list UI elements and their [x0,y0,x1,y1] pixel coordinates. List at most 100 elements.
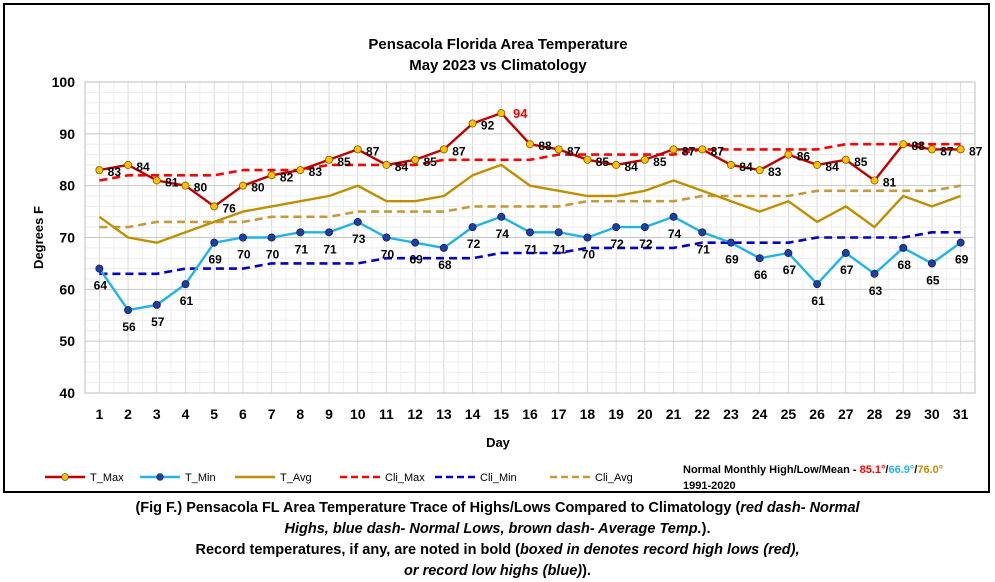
y-tick-label: 70 [59,230,75,246]
caption-italic: Highs, blue dash- Normal Lows, brown das… [284,521,702,537]
data-point [726,238,735,247]
x-tick-label: 4 [182,406,190,422]
data-point [411,155,420,164]
x-tick-label: 20 [637,406,653,422]
y-tick-label: 40 [59,385,75,401]
series-line-cli-max [99,142,961,182]
series-line-cli-avg [99,184,961,229]
data-point [612,223,621,232]
data-label: 88 [538,139,552,153]
data-point [583,155,592,164]
data-label: 71 [524,242,538,256]
data-label: 71 [323,242,337,256]
y-tick-label: 100 [52,74,76,90]
caption-line-3: Record temperatures, if any, are noted i… [0,540,995,561]
x-tick-label: 18 [580,406,596,422]
data-label: 57 [151,315,165,329]
data-point [325,228,334,237]
x-tick-label: 30 [924,406,940,422]
normals-note-part: 76.0° [917,464,943,476]
legend-marker [156,473,164,481]
series-line-t-avg [98,163,962,244]
data-label: 61 [811,294,825,308]
x-tick-label: 19 [608,406,624,422]
caption-italic: red dash- Normal [740,500,860,516]
x-tick-label: 6 [239,406,247,422]
x-tick-label: 15 [494,406,510,422]
normals-note-part: 66.9° [888,464,914,476]
x-tick-label: 27 [838,406,854,422]
data-point [181,181,190,190]
legend-label: Cli_Min [480,472,517,484]
x-tick-label: 9 [325,406,333,422]
data-label: 70 [237,248,251,262]
data-point [181,280,190,289]
data-point [698,228,707,237]
data-label: 81 [883,175,897,189]
data-point [870,176,879,185]
data-label: 71 [553,242,567,256]
chart-title: Pensacola Florida Area Temperature [368,36,627,53]
data-point [813,280,822,289]
y-tick-label: 90 [59,126,75,142]
caption-line-1: (Fig F.) Pensacola FL Area Temperature T… [0,498,995,519]
data-label: 70 [381,248,395,262]
x-tick-label: 28 [867,406,883,422]
data-label: 71 [697,242,711,256]
x-tick-label: 7 [268,406,276,422]
data-label: 68 [898,258,912,272]
data-label: 73 [352,232,366,246]
data-label: 61 [180,294,194,308]
data-point [927,145,936,154]
data-label: 66 [754,268,768,282]
data-label: 67 [840,263,854,277]
data-label: 56 [122,320,136,334]
data-label: 72 [639,237,653,251]
data-point [296,166,305,175]
grid-lines [85,81,975,394]
x-tick-label: 12 [407,406,423,422]
normals-note-part: 85.1° [860,464,886,476]
data-point [238,181,247,190]
data-label: 87 [940,144,954,158]
data-point [353,145,362,154]
x-tick-label: 22 [694,406,710,422]
data-point [640,155,649,164]
data-label: 80 [251,181,265,195]
x-tick-label: 17 [551,406,567,422]
series-points-t-max: 83 84 81 80 76 80 82 83 85 87 84 85 87 92 88 87 85 84 85 87… [95,109,983,215]
x-tick-label: 26 [809,406,825,422]
data-point [526,140,535,149]
data-point [95,264,104,273]
x-tick-label: 31 [953,406,969,422]
x-tick-label: 10 [350,406,366,422]
data-label: 69 [725,253,739,267]
data-label: 85 [423,155,437,169]
data-label: 68 [438,258,452,272]
temperature-chart: Pensacola Florida Area Temperature May 20… [31,36,983,492]
data-label: 87 [969,144,983,158]
legend: T_Max T_Min T_Avg Cli_Max Cli_Min Cli_Avg [45,472,633,484]
x-tick-label: 24 [752,406,768,422]
data-point [669,212,678,221]
data-label: 67 [783,263,797,277]
data-point [813,160,822,169]
data-label: 84 [739,160,753,174]
data-label: 85 [596,155,610,169]
caption-text: Record temperatures, if any, are noted i… [195,542,520,558]
normals-note-part: Normal Monthly High/Low/Mean - [683,464,860,476]
data-point [698,145,707,154]
data-label: 84 [136,160,150,174]
caption-text: ). [701,521,711,537]
data-point [152,176,161,185]
data-label: 80 [194,181,208,195]
data-label: 87 [711,144,725,158]
x-tick-label: 13 [436,406,452,422]
data-point [526,228,535,237]
data-point [353,217,362,226]
data-label: 74 [668,227,682,241]
data-point [497,212,506,221]
series-line-cli-min [99,231,961,276]
x-tick-label: 8 [296,406,304,422]
data-point [210,238,219,247]
